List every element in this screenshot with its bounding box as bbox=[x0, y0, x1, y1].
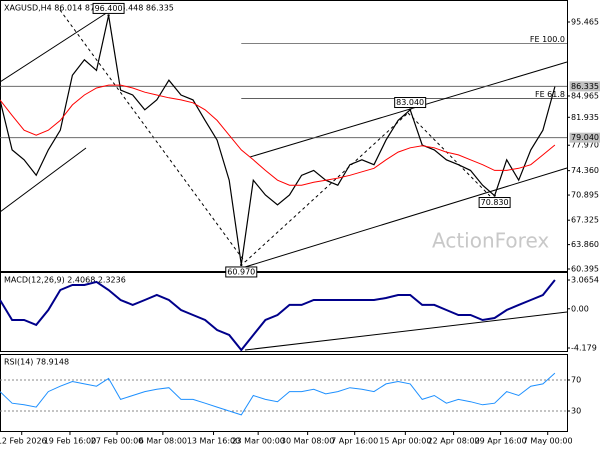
x-tick-label: 30 Mar 08:00 bbox=[281, 437, 334, 446]
x-tick-label: 19 Feb 16:00 bbox=[44, 437, 96, 446]
annotation-label: 70.830 bbox=[481, 198, 509, 207]
y-tick-label: 77.970 bbox=[571, 141, 599, 150]
rsi-frame bbox=[0, 354, 568, 432]
annotation-point bbox=[408, 108, 412, 111]
series-line bbox=[0, 372, 556, 416]
x-tick-label: 15 Apr 00:00 bbox=[379, 437, 431, 446]
y-tick-label: 0.00 bbox=[571, 304, 589, 313]
watermark: ActionForex bbox=[432, 229, 549, 253]
x-tick-label: 13 Mar 16:00 bbox=[187, 437, 240, 446]
fib-line bbox=[407, 112, 491, 197]
annotation-label-box bbox=[225, 266, 258, 278]
y-tick-label: 74.360 bbox=[571, 166, 599, 175]
channel-line bbox=[244, 167, 568, 268]
x-tick-label: 7 May 00:00 bbox=[523, 437, 573, 446]
annotation-point bbox=[493, 194, 496, 197]
x-tick-label: 12 Feb 2026 bbox=[0, 437, 47, 446]
panel-title: XAGUSD,H4 86.014 87.049 85.448 86.335 bbox=[4, 4, 174, 13]
x-tick-label: 23 Mar 00:00 bbox=[231, 437, 284, 446]
channel-line bbox=[0, 11, 109, 83]
channel-line bbox=[249, 61, 568, 158]
price-frame bbox=[0, 0, 568, 272]
level-label-box bbox=[569, 81, 600, 92]
annotation-point bbox=[107, 14, 110, 17]
y-tick-label: 70.895 bbox=[571, 191, 599, 200]
fib-line bbox=[244, 112, 409, 263]
annotation-label: 96.400 bbox=[95, 4, 123, 13]
fib-line bbox=[59, 9, 246, 263]
x-tick-label: 29 Apr 16:00 bbox=[475, 437, 527, 446]
x-tick-label: 7 Apr 16:00 bbox=[331, 437, 378, 446]
y-tick-label: 95.465 bbox=[571, 18, 599, 27]
y-tick-label: 67.325 bbox=[571, 216, 599, 225]
x-tick-label: 27 Feb 00:00 bbox=[91, 437, 143, 446]
y-tick-label: 81.935 bbox=[571, 113, 599, 122]
series-line bbox=[0, 279, 556, 352]
level-label: 79.040 bbox=[571, 133, 599, 142]
fe-label: FE 61.8 bbox=[535, 90, 565, 99]
y-tick-label: 60.395 bbox=[571, 265, 599, 274]
annotation-label: 60.970 bbox=[227, 267, 255, 276]
y-tick-label: 63.860 bbox=[571, 240, 599, 249]
x-tick-label: 6 Mar 08:00 bbox=[139, 437, 187, 446]
annotation-label-box bbox=[394, 97, 427, 109]
y-tick-label: 3.0654 bbox=[571, 276, 599, 285]
y-tick-label: 70 bbox=[571, 375, 581, 384]
annotation-label: 83.040 bbox=[396, 98, 424, 107]
panel-title: RSI(14) 78.9148 bbox=[4, 358, 69, 367]
fe-label: FE 100.0 bbox=[530, 35, 565, 44]
series-line bbox=[0, 15, 556, 265]
y-tick-label: -4.179 bbox=[571, 344, 597, 353]
x-tick-label: 22 Apr 08:00 bbox=[428, 437, 480, 446]
annotation-label-box bbox=[92, 2, 125, 14]
macd-trend-line bbox=[244, 311, 568, 351]
macd-frame bbox=[0, 272, 568, 352]
level-label-box bbox=[569, 132, 600, 143]
panel-frames bbox=[0, 0, 568, 432]
channel-line bbox=[0, 147, 87, 213]
y-tick-label: 84.965 bbox=[571, 91, 599, 100]
trend-lines bbox=[0, 9, 568, 351]
y-tick-label: 30 bbox=[571, 406, 581, 415]
annotation-point bbox=[240, 263, 243, 267]
series-line bbox=[0, 84, 556, 186]
annotation-label-box bbox=[478, 197, 511, 209]
level-label: 86.335 bbox=[571, 82, 599, 91]
panel-title: MACD(12,26,9) 2.4068 2.3236 bbox=[4, 276, 126, 285]
